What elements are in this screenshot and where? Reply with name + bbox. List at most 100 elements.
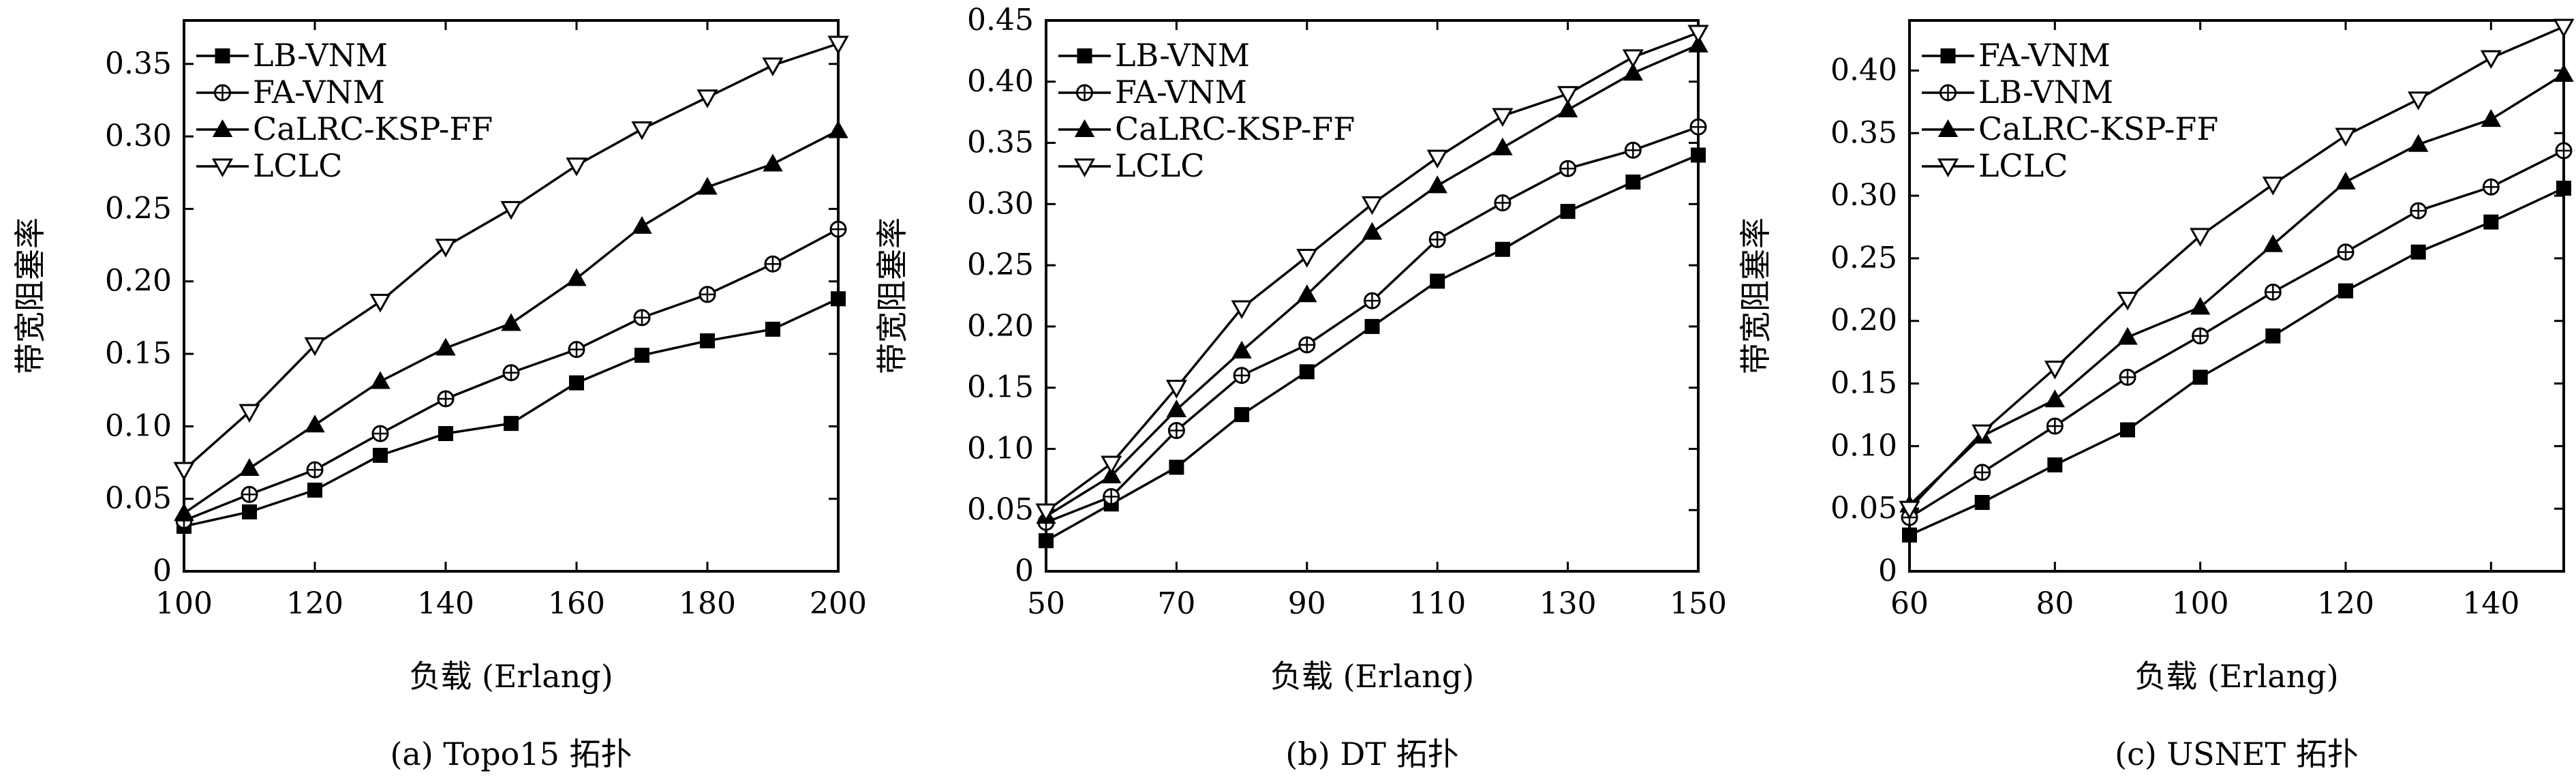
legend-marker <box>214 84 231 102</box>
series-lb-vnm <box>1901 142 2573 526</box>
data-point <box>1899 500 1920 520</box>
data-point <box>2554 63 2574 82</box>
plot-frame <box>1908 19 2565 573</box>
legend-label: FA-VNM <box>1115 74 1247 110</box>
series-line <box>183 297 839 528</box>
data-point <box>827 35 849 55</box>
data-point <box>828 120 848 138</box>
legend-item: LCLC <box>1922 147 2068 184</box>
data-point <box>634 348 649 363</box>
data-point <box>1231 300 1253 320</box>
legend-marker <box>1074 119 1095 137</box>
data-point <box>2262 177 2284 196</box>
data-point <box>1428 230 1446 248</box>
data-point <box>2044 389 2066 408</box>
data-point <box>306 461 324 479</box>
x-axis-label: 负载 (Erlang) <box>1270 658 1474 695</box>
data-point <box>2410 244 2426 260</box>
legend-marker <box>1939 84 1957 102</box>
legend-marker <box>1077 48 1092 63</box>
data-point <box>2190 228 2211 247</box>
legend-label: FA-VNM <box>253 74 385 110</box>
y-tick-label: 0.05 <box>105 481 172 516</box>
x-tick-label: 60 <box>1890 586 1929 621</box>
data-point <box>1101 455 1122 475</box>
data-point <box>1623 63 1644 81</box>
legend-label: LB-VNM <box>1115 37 1250 74</box>
data-point <box>1625 175 1641 190</box>
x-tick-label: 160 <box>548 586 605 621</box>
legend-marker <box>1073 158 1096 178</box>
data-point <box>566 268 587 286</box>
legend-item: LCLC <box>196 147 343 184</box>
data-point <box>763 153 783 172</box>
series-fa-vnm <box>175 220 847 530</box>
chart-panel-3: 0 0.05 0.10 0.15 0.20 0.25 0.30 0.35 0.40 60 80 100… <box>1737 18 2575 772</box>
x-tick-label: 50 <box>1027 586 1065 621</box>
data-point <box>2044 361 2066 380</box>
legend-item: FA-VNM <box>1058 74 1247 110</box>
data-point <box>1364 292 1381 310</box>
data-point <box>504 416 519 432</box>
data-point <box>2119 368 2136 386</box>
data-point <box>1687 25 1709 44</box>
data-point <box>1299 364 1315 380</box>
data-point <box>2263 234 2284 252</box>
y-tick-label: 0.25 <box>967 247 1034 282</box>
legend-item: LCLC <box>1058 147 1205 184</box>
data-point <box>1689 118 1707 136</box>
y-tick-label: 0 <box>153 554 172 588</box>
legend-label: LB-VNM <box>253 37 388 74</box>
legend-item: LB-VNM <box>1058 37 1250 74</box>
x-tick-label: 140 <box>2462 586 2519 621</box>
legend-label: LCLC <box>253 147 343 184</box>
data-point <box>501 313 521 331</box>
data-point <box>500 200 522 220</box>
x-tick-label: 150 <box>1670 586 1727 621</box>
y-tick-label: 0.35 <box>1830 115 1897 150</box>
data-point <box>568 341 585 359</box>
y-tick-label: 0.10 <box>1830 428 1897 463</box>
data-point <box>697 177 718 195</box>
legend-marker <box>1940 48 1956 63</box>
data-point <box>1559 160 1577 177</box>
series-fa-vnm <box>1902 181 2571 543</box>
data-point <box>370 371 390 389</box>
data-point <box>1974 464 1991 481</box>
data-point <box>2553 18 2575 38</box>
data-point <box>1167 422 1185 440</box>
data-point <box>1560 204 1576 220</box>
legend-item: CaLRC-KSP-FF <box>1922 110 2218 147</box>
legend-item: CaLRC-KSP-FF <box>196 110 493 147</box>
data-point <box>2482 178 2500 196</box>
data-point <box>305 414 325 433</box>
data-point <box>438 426 453 441</box>
legend-item: FA-VNM <box>1922 37 2111 74</box>
data-point <box>2264 283 2282 301</box>
data-point <box>633 309 651 327</box>
x-tick-label: 130 <box>1539 586 1597 621</box>
data-point <box>1165 380 1187 399</box>
data-point <box>764 255 782 273</box>
data-point <box>502 364 520 382</box>
series-calrc-ksp-ff <box>174 120 848 521</box>
data-point <box>632 215 652 234</box>
x-tick-label: 90 <box>1288 586 1326 621</box>
series-line <box>1908 73 2564 506</box>
data-point <box>2120 422 2135 438</box>
y-tick-label: 0.10 <box>105 408 172 443</box>
data-point <box>2335 171 2356 190</box>
data-point <box>1974 495 1990 510</box>
y-tick-label: 0.40 <box>967 64 1034 99</box>
data-point <box>1691 147 1706 163</box>
data-point <box>1297 284 1317 303</box>
data-point <box>2335 127 2357 147</box>
y-tick-label: 0 <box>1878 554 1897 588</box>
x-tick-label: 120 <box>2317 586 2374 621</box>
data-point <box>1557 100 1578 118</box>
y-axis-label: 带宽阻塞率 <box>1737 217 1774 374</box>
y-tick-label: 0.15 <box>105 336 172 371</box>
data-point <box>1430 273 1445 289</box>
data-point <box>765 321 780 337</box>
